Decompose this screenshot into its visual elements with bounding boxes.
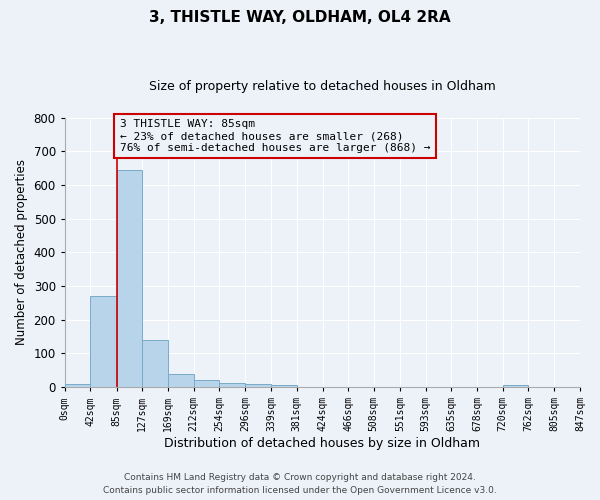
Text: 3, THISTLE WAY, OLDHAM, OL4 2RA: 3, THISTLE WAY, OLDHAM, OL4 2RA [149,10,451,25]
Bar [194,380,220,387]
Bar [91,296,116,387]
X-axis label: Distribution of detached houses by size in Oldham: Distribution of detached houses by size … [164,437,481,450]
Bar [503,386,529,387]
Bar [271,386,296,387]
Bar [245,384,271,387]
Y-axis label: Number of detached properties: Number of detached properties [15,160,28,346]
Text: Contains HM Land Registry data © Crown copyright and database right 2024.
Contai: Contains HM Land Registry data © Crown c… [103,474,497,495]
Bar [167,374,194,387]
Title: Size of property relative to detached houses in Oldham: Size of property relative to detached ho… [149,80,496,93]
Bar [220,383,245,387]
Bar [65,384,91,387]
Text: 3 THISTLE WAY: 85sqm
← 23% of detached houses are smaller (268)
76% of semi-deta: 3 THISTLE WAY: 85sqm ← 23% of detached h… [119,120,430,152]
Bar [142,340,167,387]
Bar [116,170,142,387]
